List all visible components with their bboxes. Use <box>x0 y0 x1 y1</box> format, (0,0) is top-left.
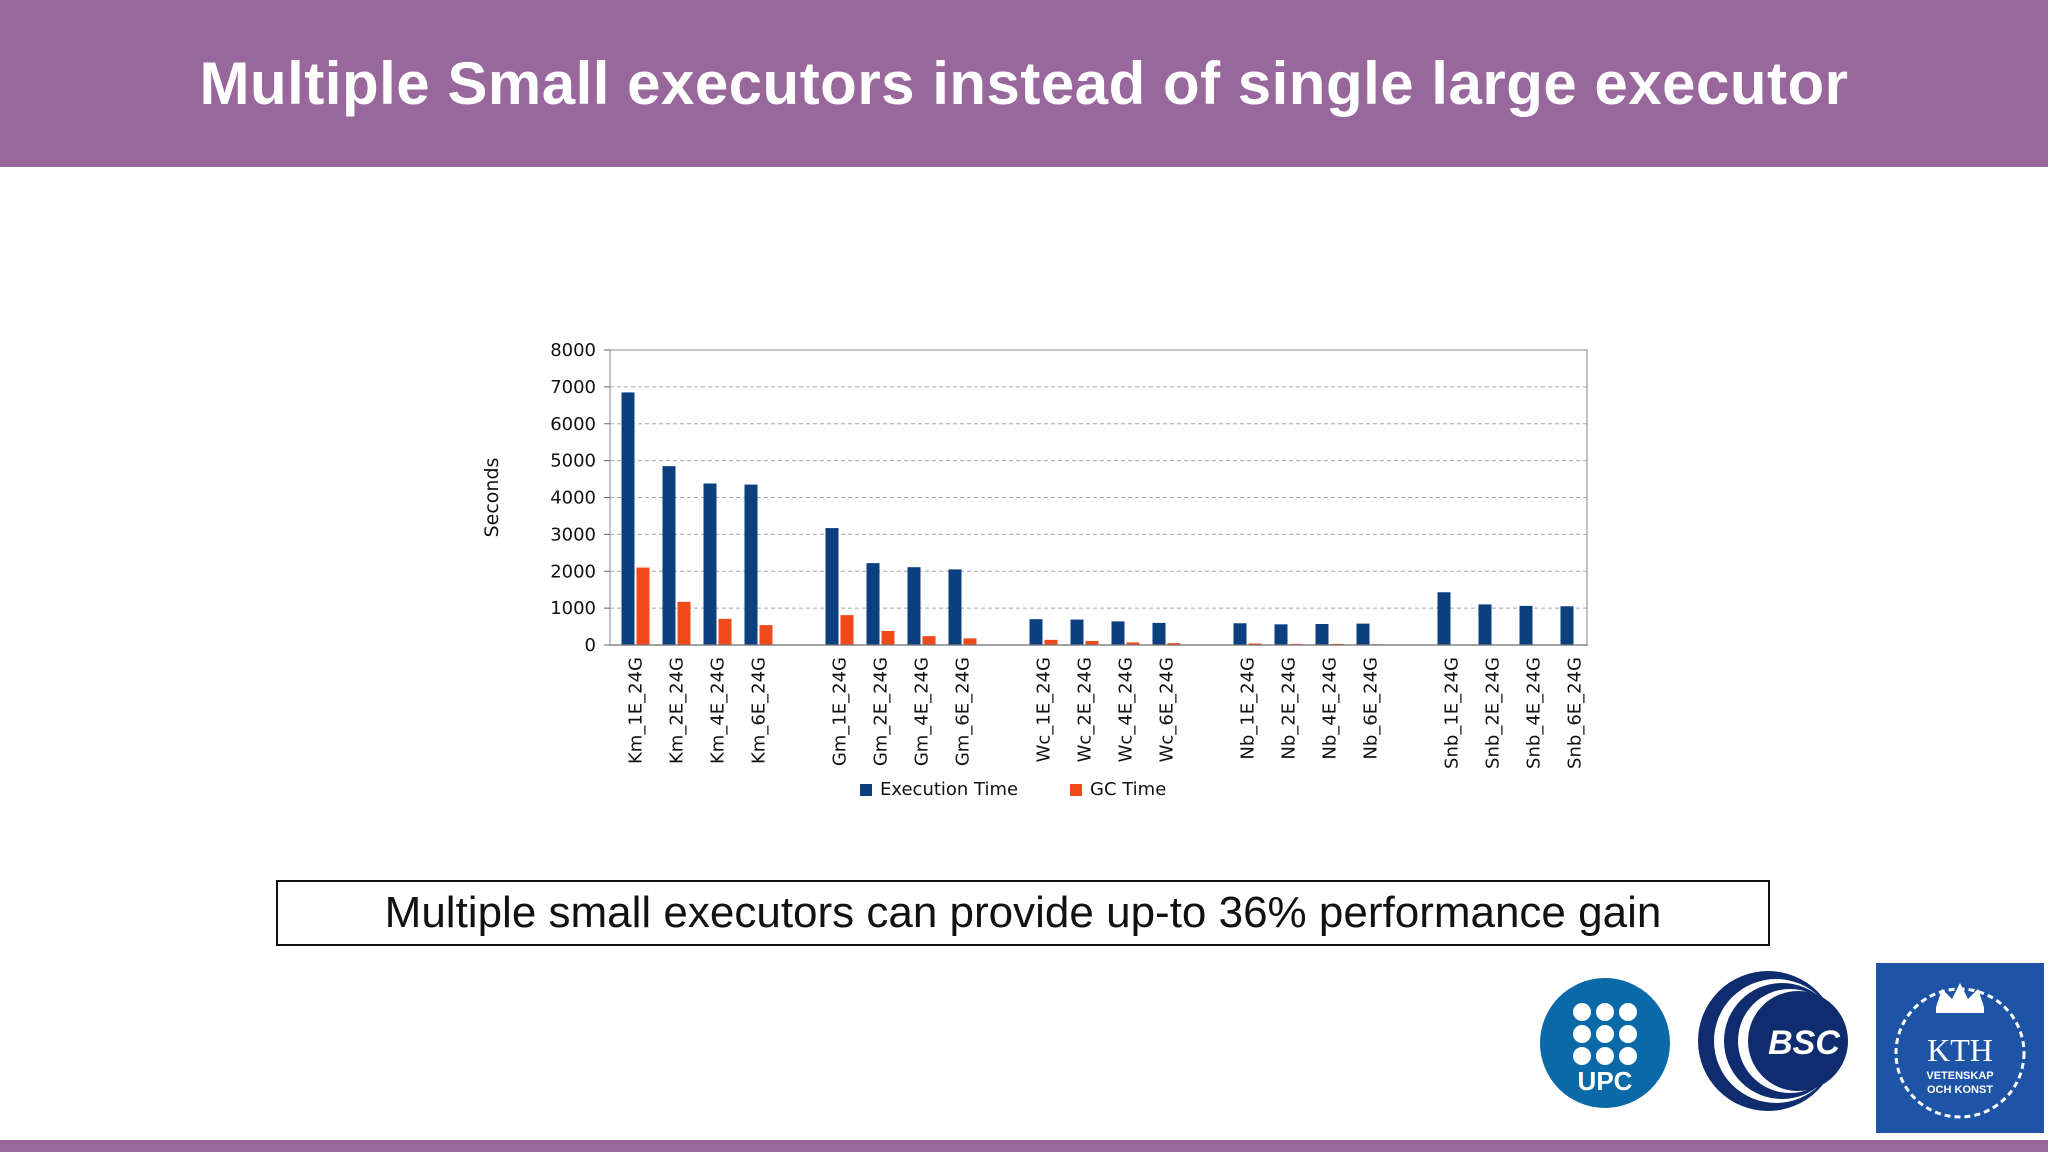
upc-logo-mark: UPC <box>1573 1003 1637 1096</box>
x-tick-label: Nb_2E_24G <box>1279 657 1300 760</box>
bar-gc-time <box>1167 643 1181 645</box>
bar-gc-time <box>922 636 936 645</box>
x-tick-label: Km_1E_24G <box>626 657 647 764</box>
y-tick-label: 6000 <box>550 414 596 435</box>
chart-svg: 0 1000 2000 3000 4000 5000 6000 7000 8000 Seconds… <box>481 340 1589 800</box>
performance-callout: Multiple small executors can provide up-… <box>276 880 1770 946</box>
bar-execution-time <box>907 567 921 645</box>
bar-execution-time <box>866 563 880 645</box>
x-tick-label: Snb_4E_24G <box>1524 657 1545 769</box>
slide-header: Multiple Small executors instead of sing… <box>0 0 2048 167</box>
bar-execution-time <box>662 466 676 645</box>
bar-execution-time <box>1070 619 1084 645</box>
bar-gc-time <box>677 601 691 645</box>
bar-execution-time <box>744 484 758 645</box>
callout-text: Multiple small executors can provide up-… <box>384 888 1662 937</box>
bar-gc-time <box>1248 643 1262 645</box>
y-tick-label: 5000 <box>550 451 596 472</box>
bar-chart: 0 1000 2000 3000 4000 5000 6000 7000 8000 Seconds… <box>460 330 1600 810</box>
bar-execution-time <box>1274 624 1288 645</box>
bottom-bar <box>0 1140 2048 1152</box>
bar-execution-time <box>1478 604 1492 645</box>
bar-execution-time <box>1519 605 1533 645</box>
x-tick-label: Nb_4E_24G <box>1320 657 1341 760</box>
legend-swatch <box>1070 784 1082 796</box>
bar-execution-time <box>948 569 962 645</box>
bar-execution-time <box>1152 622 1166 645</box>
y-axis-label: Seconds <box>481 458 503 538</box>
y-tick-label: 3000 <box>550 524 596 545</box>
bar-gc-time <box>963 638 977 645</box>
upc-logo: UPC <box>1540 978 1670 1108</box>
bar-execution-time <box>703 483 717 645</box>
kth-logo-sub2: OCH KONST <box>1927 1084 1993 1096</box>
bar-gc-time <box>1126 642 1140 645</box>
x-tick-label: Gm_4E_24G <box>912 657 933 766</box>
bar-execution-time <box>1315 623 1329 645</box>
bar-execution-time <box>1111 621 1125 645</box>
bar-execution-time <box>1233 623 1247 645</box>
x-tick-label: Km_4E_24G <box>708 657 729 764</box>
y-tick-label: 0 <box>585 635 596 656</box>
bsc-logo-mark: BSC <box>1698 971 1848 1111</box>
legend-label: GC Time <box>1090 779 1166 800</box>
bar-gc-time <box>759 625 773 645</box>
bar-execution-time <box>825 528 839 645</box>
x-tick-label: Wc_2E_24G <box>1075 657 1096 762</box>
bar-execution-time <box>1356 623 1370 645</box>
bar-execution-time <box>1560 606 1574 645</box>
bsc-logo-label: BSC <box>1768 1024 1840 1062</box>
bar-gc-time <box>718 618 732 645</box>
x-tick-label: Km_6E_24G <box>749 657 770 764</box>
x-tick-label: Nb_1E_24G <box>1238 657 1259 760</box>
kth-logo: KTH VETENSKAP OCH KONST <box>1876 963 2044 1133</box>
y-tick-label: 1000 <box>550 598 596 619</box>
x-tick-label: Km_2E_24G <box>667 657 688 764</box>
x-tick-label: Wc_1E_24G <box>1034 657 1055 762</box>
x-tick-label: Gm_6E_24G <box>953 657 974 766</box>
kth-logo-mark: KTH VETENSKAP OCH KONST <box>1894 983 2026 1119</box>
y-tick-label: 7000 <box>550 377 596 398</box>
x-tick-label: Wc_6E_24G <box>1157 657 1178 762</box>
legend-swatch <box>860 784 872 796</box>
bar-execution-time <box>1437 592 1451 645</box>
y-tick-label: 4000 <box>550 488 596 509</box>
slide-title: Multiple Small executors instead of sing… <box>199 50 1849 117</box>
bar-execution-time <box>621 392 635 645</box>
kth-logo-label: KTH <box>1927 1032 1993 1068</box>
x-tick-label: Snb_6E_24G <box>1565 657 1586 769</box>
bar-gc-time <box>1085 640 1099 645</box>
bsc-logo: BSC <box>1696 966 1866 1116</box>
x-tick-label: Gm_2E_24G <box>871 657 892 766</box>
kth-logo-sub1: VETENSKAP <box>1926 1070 1993 1082</box>
y-tick-label: 2000 <box>550 561 596 582</box>
bar-gc-time <box>840 615 854 645</box>
bar-gc-time <box>636 567 650 645</box>
legend-label: Execution Time <box>880 779 1018 800</box>
x-tick-label: Snb_1E_24G <box>1442 657 1463 769</box>
x-tick-label: Nb_6E_24G <box>1361 657 1382 760</box>
bar-gc-time <box>1044 639 1058 645</box>
bar-gc-time <box>881 630 895 645</box>
y-tick-label: 8000 <box>550 340 596 361</box>
upc-logo-label: UPC <box>1578 1066 1633 1096</box>
bar-execution-time <box>1029 619 1043 645</box>
x-tick-label: Wc_4E_24G <box>1116 657 1137 762</box>
x-tick-label: Gm_1E_24G <box>830 657 851 766</box>
x-tick-label: Snb_2E_24G <box>1483 657 1504 769</box>
